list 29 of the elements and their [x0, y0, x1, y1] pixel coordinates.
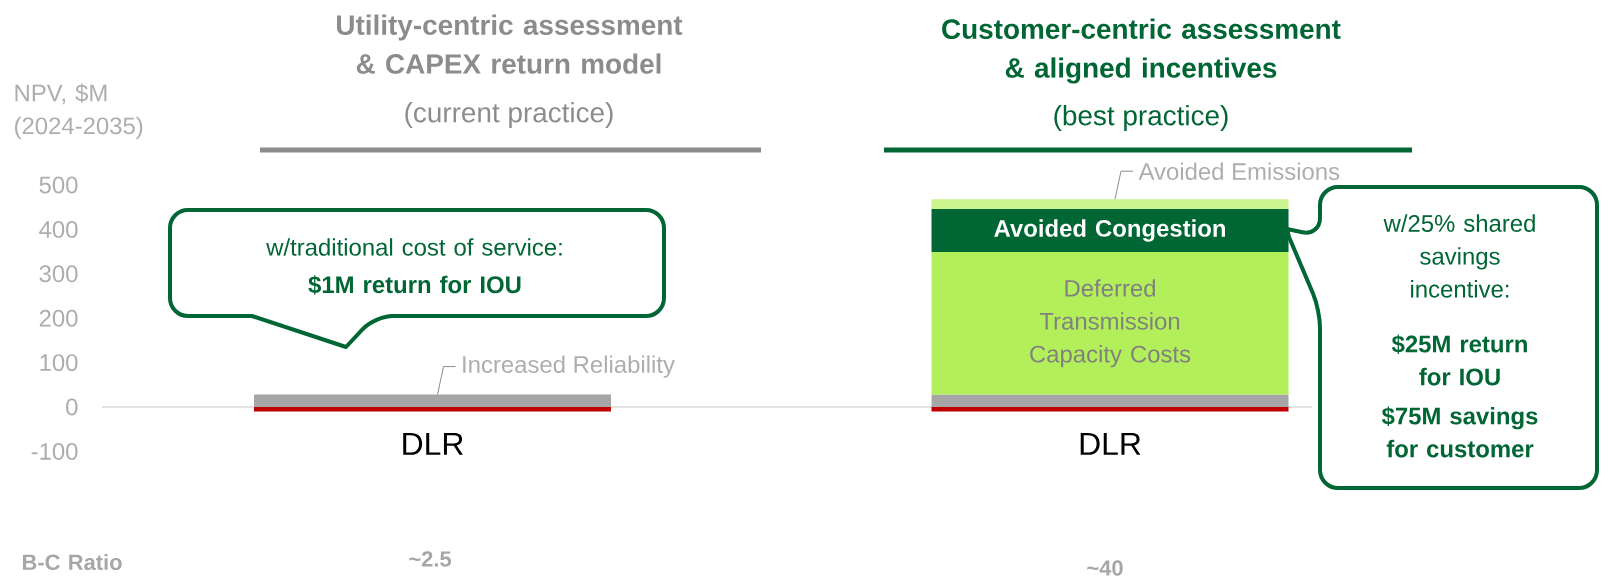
- text: B-C Ratio: [22, 553, 122, 571]
- y-tick-label: 100: [40, 354, 78, 372]
- x-tick-label: DLR: [1080, 432, 1141, 455]
- series-label: Deferred Transmission Capacity Costs: [1030, 279, 1191, 368]
- chart-title: Utility-centric assessment & CAPEX return model: [337, 14, 683, 74]
- series-label: Avoided Emissions: [1138, 162, 1340, 180]
- text: $25M return for IOU: [1391, 334, 1527, 386]
- text: $75M savings for customer: [1381, 406, 1538, 458]
- bar: [931, 407, 1289, 412]
- bar: [931, 199, 1289, 209]
- text: ~2.5: [409, 551, 452, 567]
- annotation: w/traditional cost of service:: [266, 238, 562, 256]
- text: w/25% shared savings incentive:: [1383, 214, 1535, 298]
- series-label: Increased Reliability: [463, 355, 675, 378]
- text: ~40: [1087, 560, 1123, 576]
- y-tick-label: -100: [31, 442, 78, 460]
- y-tick-label: 300: [39, 265, 78, 283]
- y-tick-label: 500: [39, 176, 78, 194]
- y-axis-title: NPV, $M (2024-2035): [15, 83, 143, 140]
- chart-subtitle: (best practice): [1054, 105, 1228, 131]
- chart-title: Customer-centric assessment & aligned incentives: [942, 18, 1341, 84]
- x-tick-label: DLR: [403, 432, 463, 455]
- y-tick-label: 200: [39, 309, 78, 327]
- chart-subtitle: (current practice): [405, 102, 613, 128]
- bar: [931, 394, 1289, 407]
- y-tick-label: 0: [66, 398, 78, 416]
- annotation: $1M return for IOU: [308, 275, 521, 295]
- y-tick-label: 400: [39, 220, 78, 238]
- series-label: Avoided Congestion: [994, 219, 1225, 242]
